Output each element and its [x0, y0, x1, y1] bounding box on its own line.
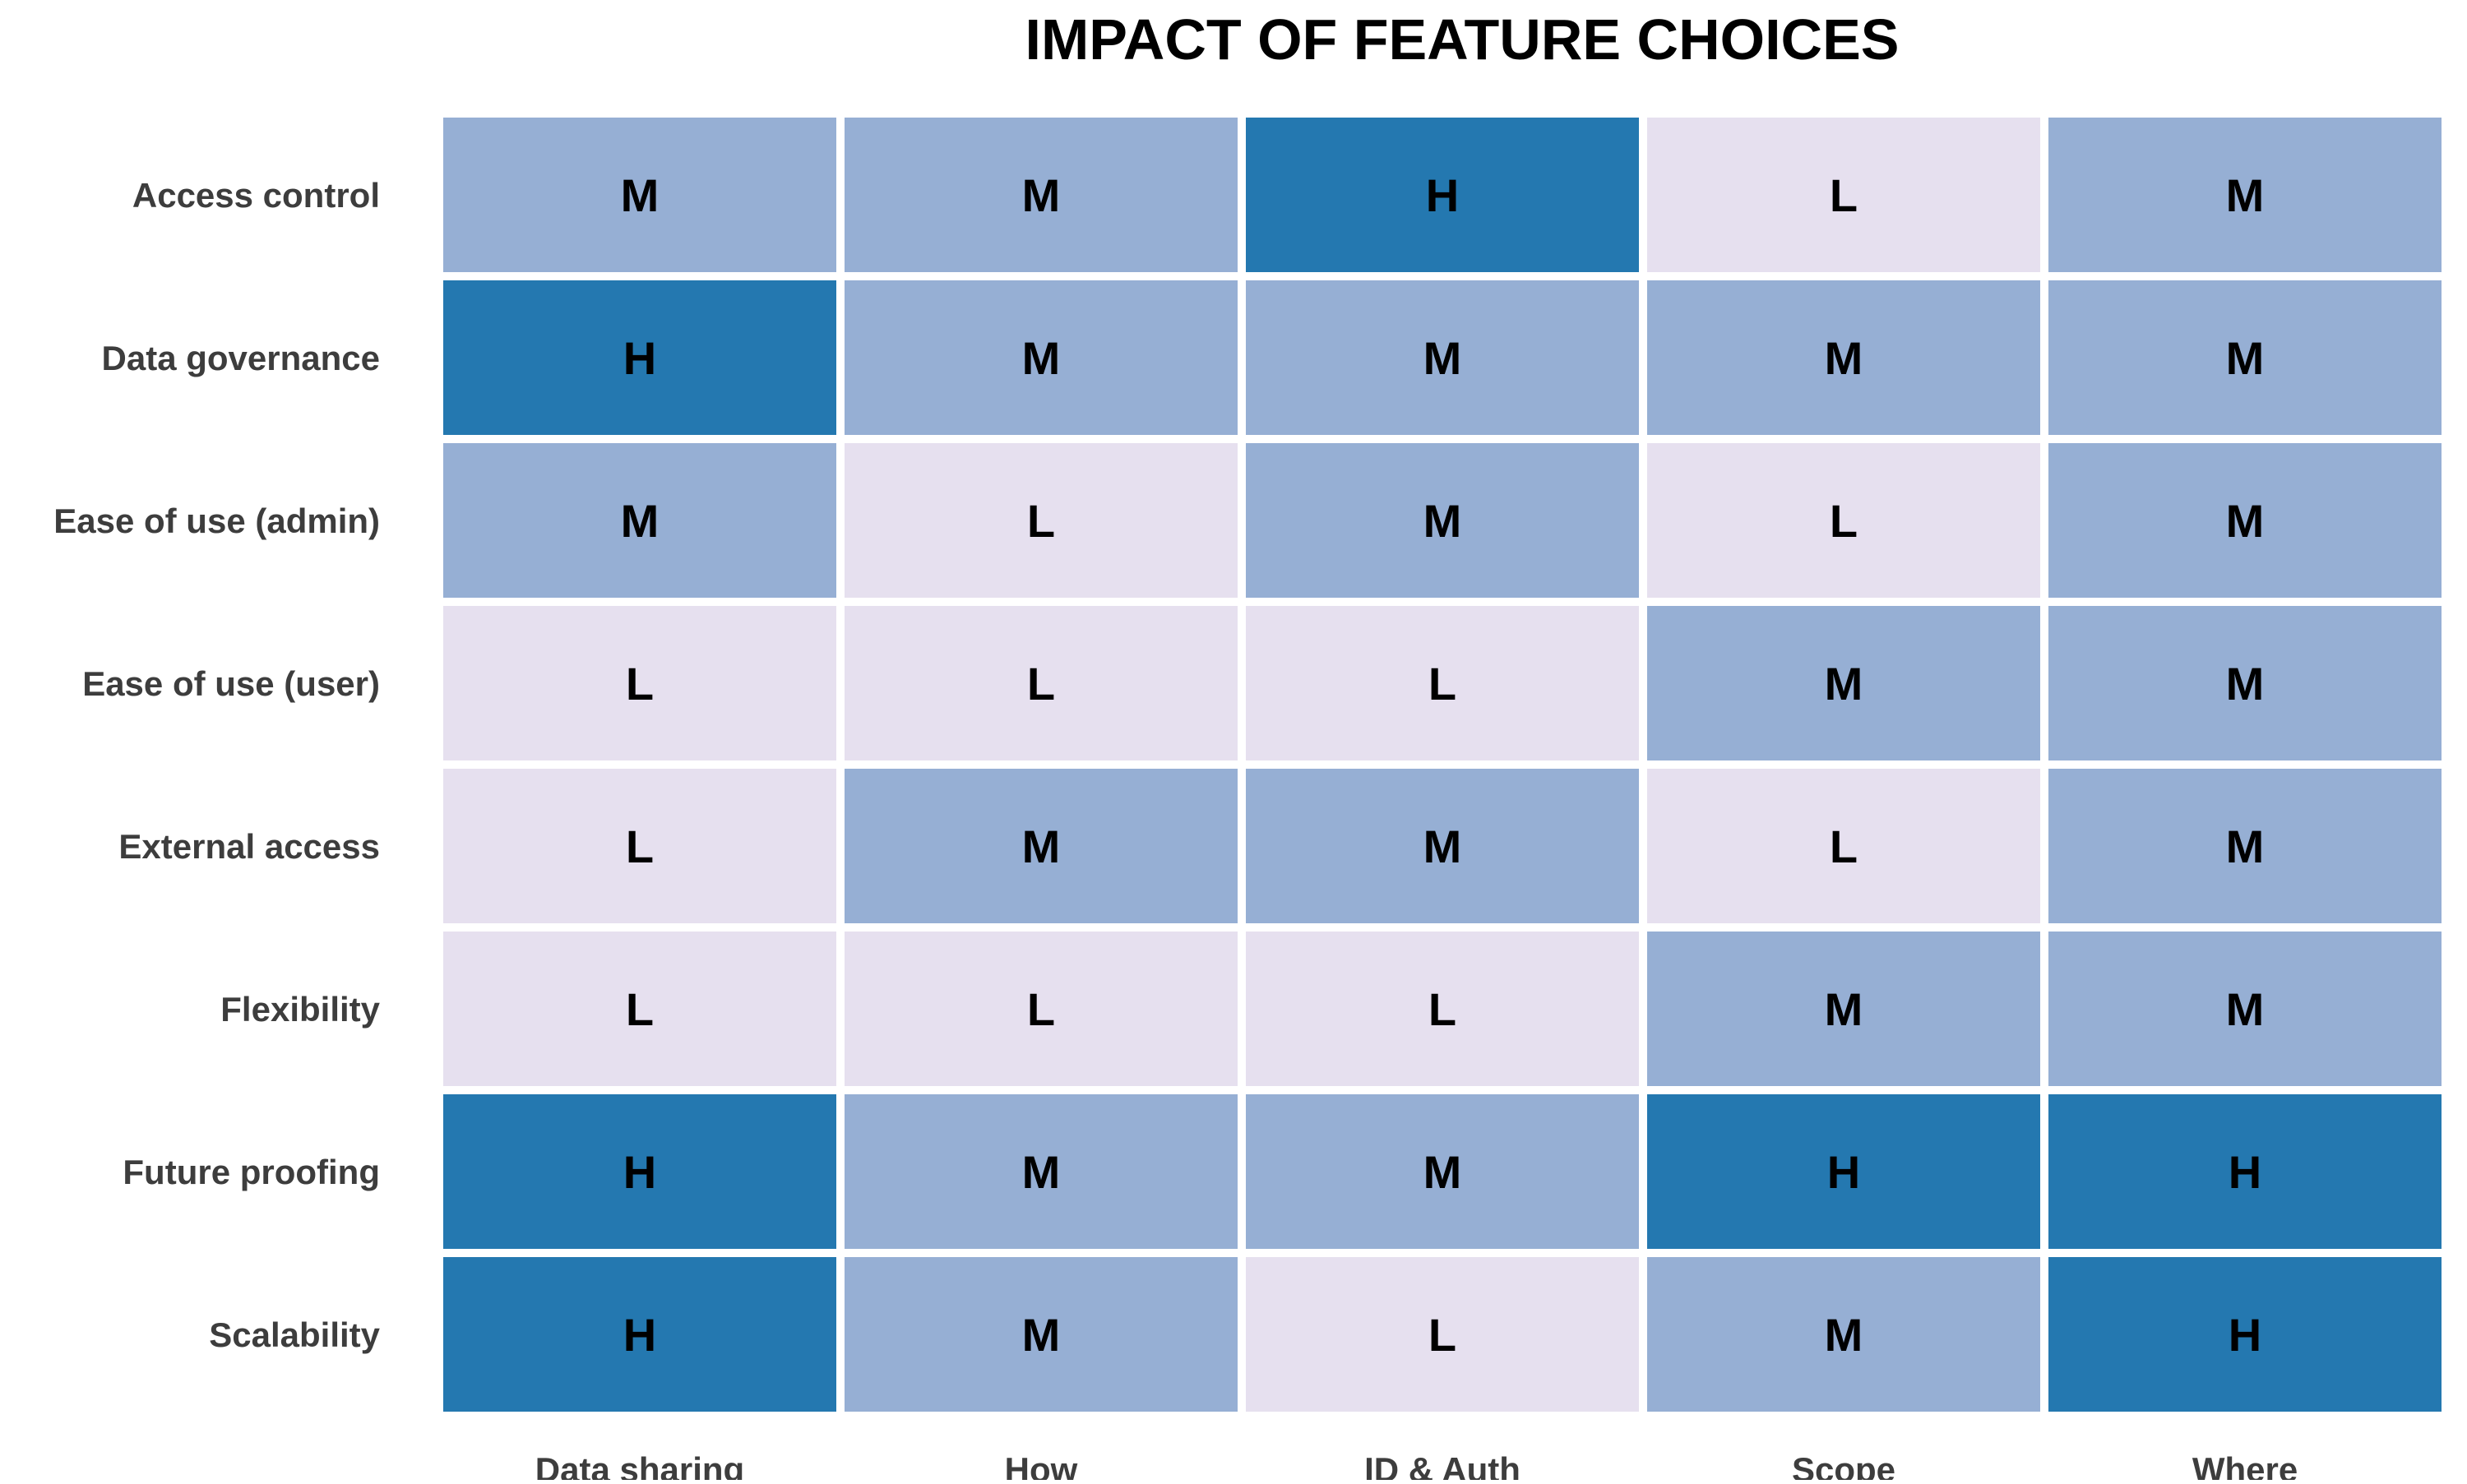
heatmap-cell-flexibility-how — [845, 932, 1238, 1086]
heatmap-cell-access-control-id-auth — [1246, 118, 1639, 272]
cell-label-data-governance-where: M — [2226, 332, 2265, 384]
column-label-scope: Scope — [1792, 1450, 1895, 1480]
cell-label-data-governance-data-sharing: H — [623, 332, 656, 384]
heatmap-cell-flexibility-id-auth — [1246, 932, 1639, 1086]
cell-label-flexibility-data-sharing: L — [626, 983, 654, 1035]
heatmap-cell-future-proofing-data-sharing — [443, 1094, 836, 1249]
cell-label-access-control-scope: L — [1830, 169, 1858, 221]
cell-label-scalability-data-sharing: H — [623, 1309, 656, 1361]
cell-label-ease-of-use-admin-data-sharing: M — [621, 495, 660, 547]
cell-label-ease-of-use-admin-id-auth: M — [1423, 495, 1462, 547]
cell-label-scalability-where: H — [2229, 1309, 2261, 1361]
row-label-ease-of-use-admin: Ease of use (admin) — [53, 502, 380, 540]
heatmap-cell-future-proofing-scope — [1647, 1094, 2040, 1249]
heatmap-cell-ease-of-use-admin-id-auth — [1246, 443, 1639, 598]
cell-label-future-proofing-scope: H — [1827, 1146, 1860, 1198]
heatmap-cell-ease-of-use-user-how — [845, 606, 1238, 760]
heatmap-cells: M M H L M H M M M M M L M L M L L L M M L M M L M L L L M M H M M H H H M L M H — [443, 118, 2442, 1412]
heatmap-cell-data-governance-how — [845, 280, 1238, 435]
heatmap-cell-flexibility-data-sharing — [443, 932, 836, 1086]
heatmap-cell-data-governance-scope — [1647, 280, 2040, 435]
cell-label-ease-of-use-user-data-sharing: L — [626, 658, 654, 710]
heatmap-cell-access-control-scope — [1647, 118, 2040, 272]
column-label-how: How — [1005, 1450, 1078, 1480]
heatmap-cell-scalability-how — [845, 1257, 1238, 1412]
column-labels: Data sharing How ID & Auth Scope Where — [535, 1450, 2298, 1484]
heatmap-cell-future-proofing-where — [2048, 1094, 2442, 1249]
cell-label-ease-of-use-user-scope: M — [1825, 658, 1863, 710]
heatmap-cell-data-governance-data-sharing — [443, 280, 836, 435]
heatmap-cell-scalability-where — [2048, 1257, 2442, 1412]
cell-label-future-proofing-data-sharing: H — [623, 1146, 656, 1198]
heatmap-cell-ease-of-use-admin-scope — [1647, 443, 2040, 598]
heatmap-cell-ease-of-use-admin-where — [2048, 443, 2442, 598]
cell-label-external-access-how: M — [1022, 821, 1061, 872]
column-label-where: Where — [2192, 1450, 2298, 1480]
cell-label-access-control-where: M — [2226, 169, 2265, 221]
cell-label-access-control-data-sharing: M — [621, 169, 660, 221]
cell-label-scalability-id-auth: L — [1428, 1309, 1456, 1361]
row-label-future-proofing: Future proofing — [123, 1153, 380, 1191]
cell-label-data-governance-how: M — [1022, 332, 1061, 384]
row-label-access-control: Access control — [132, 176, 380, 215]
cell-label-flexibility-how: L — [1027, 983, 1055, 1035]
cell-label-scalability-scope: M — [1825, 1309, 1863, 1361]
heatmap-cell-future-proofing-id-auth — [1246, 1094, 1639, 1249]
cell-label-future-proofing-id-auth: M — [1423, 1146, 1462, 1198]
cell-label-ease-of-use-admin-where: M — [2226, 495, 2265, 547]
cell-label-ease-of-use-admin-how: L — [1027, 495, 1055, 547]
cell-label-ease-of-use-admin-scope: L — [1830, 495, 1858, 547]
cell-label-external-access-where: M — [2226, 821, 2265, 872]
heatmap-cell-external-access-where — [2048, 769, 2442, 923]
heatmap-cell-scalability-data-sharing — [443, 1257, 836, 1412]
cell-label-external-access-id-auth: M — [1423, 821, 1462, 872]
cell-label-access-control-how: M — [1022, 169, 1061, 221]
heatmap-cell-flexibility-scope — [1647, 932, 2040, 1086]
cell-label-flexibility-id-auth: L — [1428, 983, 1456, 1035]
row-labels: Access control Data governance Ease of use… — [53, 176, 380, 1354]
cell-label-ease-of-use-user-id-auth: L — [1428, 658, 1456, 710]
column-label-data-sharing: Data sharing — [535, 1450, 744, 1480]
cell-label-scalability-how: M — [1022, 1309, 1061, 1361]
heatmap-cell-ease-of-use-user-scope — [1647, 606, 2040, 760]
cell-label-access-control-id-auth: H — [1426, 169, 1459, 221]
heatmap-cell-ease-of-use-admin-data-sharing — [443, 443, 836, 598]
cell-label-data-governance-id-auth: M — [1423, 332, 1462, 384]
heatmap-cell-access-control-where — [2048, 118, 2442, 272]
heatmap-cell-external-access-data-sharing — [443, 769, 836, 923]
cell-label-data-governance-scope: M — [1825, 332, 1863, 384]
row-label-external-access: External access — [118, 827, 380, 866]
row-label-data-governance: Data governance — [102, 339, 380, 377]
cell-label-flexibility-where: M — [2226, 983, 2265, 1035]
cell-label-ease-of-use-user-how: L — [1027, 658, 1055, 710]
heatmap-cell-external-access-how — [845, 769, 1238, 923]
cell-label-future-proofing-where: H — [2229, 1146, 2261, 1198]
heatmap-cell-flexibility-where — [2048, 932, 2442, 1086]
heatmap-cell-data-governance-id-auth — [1246, 280, 1639, 435]
row-label-scalability: Scalability — [209, 1315, 380, 1354]
cell-label-external-access-scope: L — [1830, 821, 1858, 872]
heatmap-cell-external-access-scope — [1647, 769, 2040, 923]
cell-label-external-access-data-sharing: L — [626, 821, 654, 872]
heatmap-cell-ease-of-use-user-id-auth — [1246, 606, 1639, 760]
cell-label-flexibility-scope: M — [1825, 983, 1863, 1035]
heatmap-cell-ease-of-use-admin-how — [845, 443, 1238, 598]
heatmap-cell-access-control-data-sharing — [443, 118, 836, 272]
row-label-flexibility: Flexibility — [220, 990, 380, 1029]
cell-label-future-proofing-how: M — [1022, 1146, 1061, 1198]
heatmap-cell-external-access-id-auth — [1246, 769, 1639, 923]
heatmap-cell-scalability-scope — [1647, 1257, 2040, 1412]
heatmap-cell-ease-of-use-user-where — [2048, 606, 2442, 760]
column-label-id-auth: ID & Auth — [1364, 1450, 1520, 1480]
cell-label-ease-of-use-user-where: M — [2226, 658, 2265, 710]
heatmap-cell-scalability-id-auth — [1246, 1257, 1639, 1412]
heatmap-cell-access-control-how — [845, 118, 1238, 272]
heatmap-cell-future-proofing-how — [845, 1094, 1238, 1249]
chart-title: IMPACT OF FEATURE CHOICES — [1025, 7, 1900, 72]
row-label-ease-of-use-user: Ease of use (user) — [82, 664, 380, 703]
heatmap-cell-ease-of-use-user-data-sharing — [443, 606, 836, 760]
heatmap-cell-data-governance-where — [2048, 280, 2442, 435]
